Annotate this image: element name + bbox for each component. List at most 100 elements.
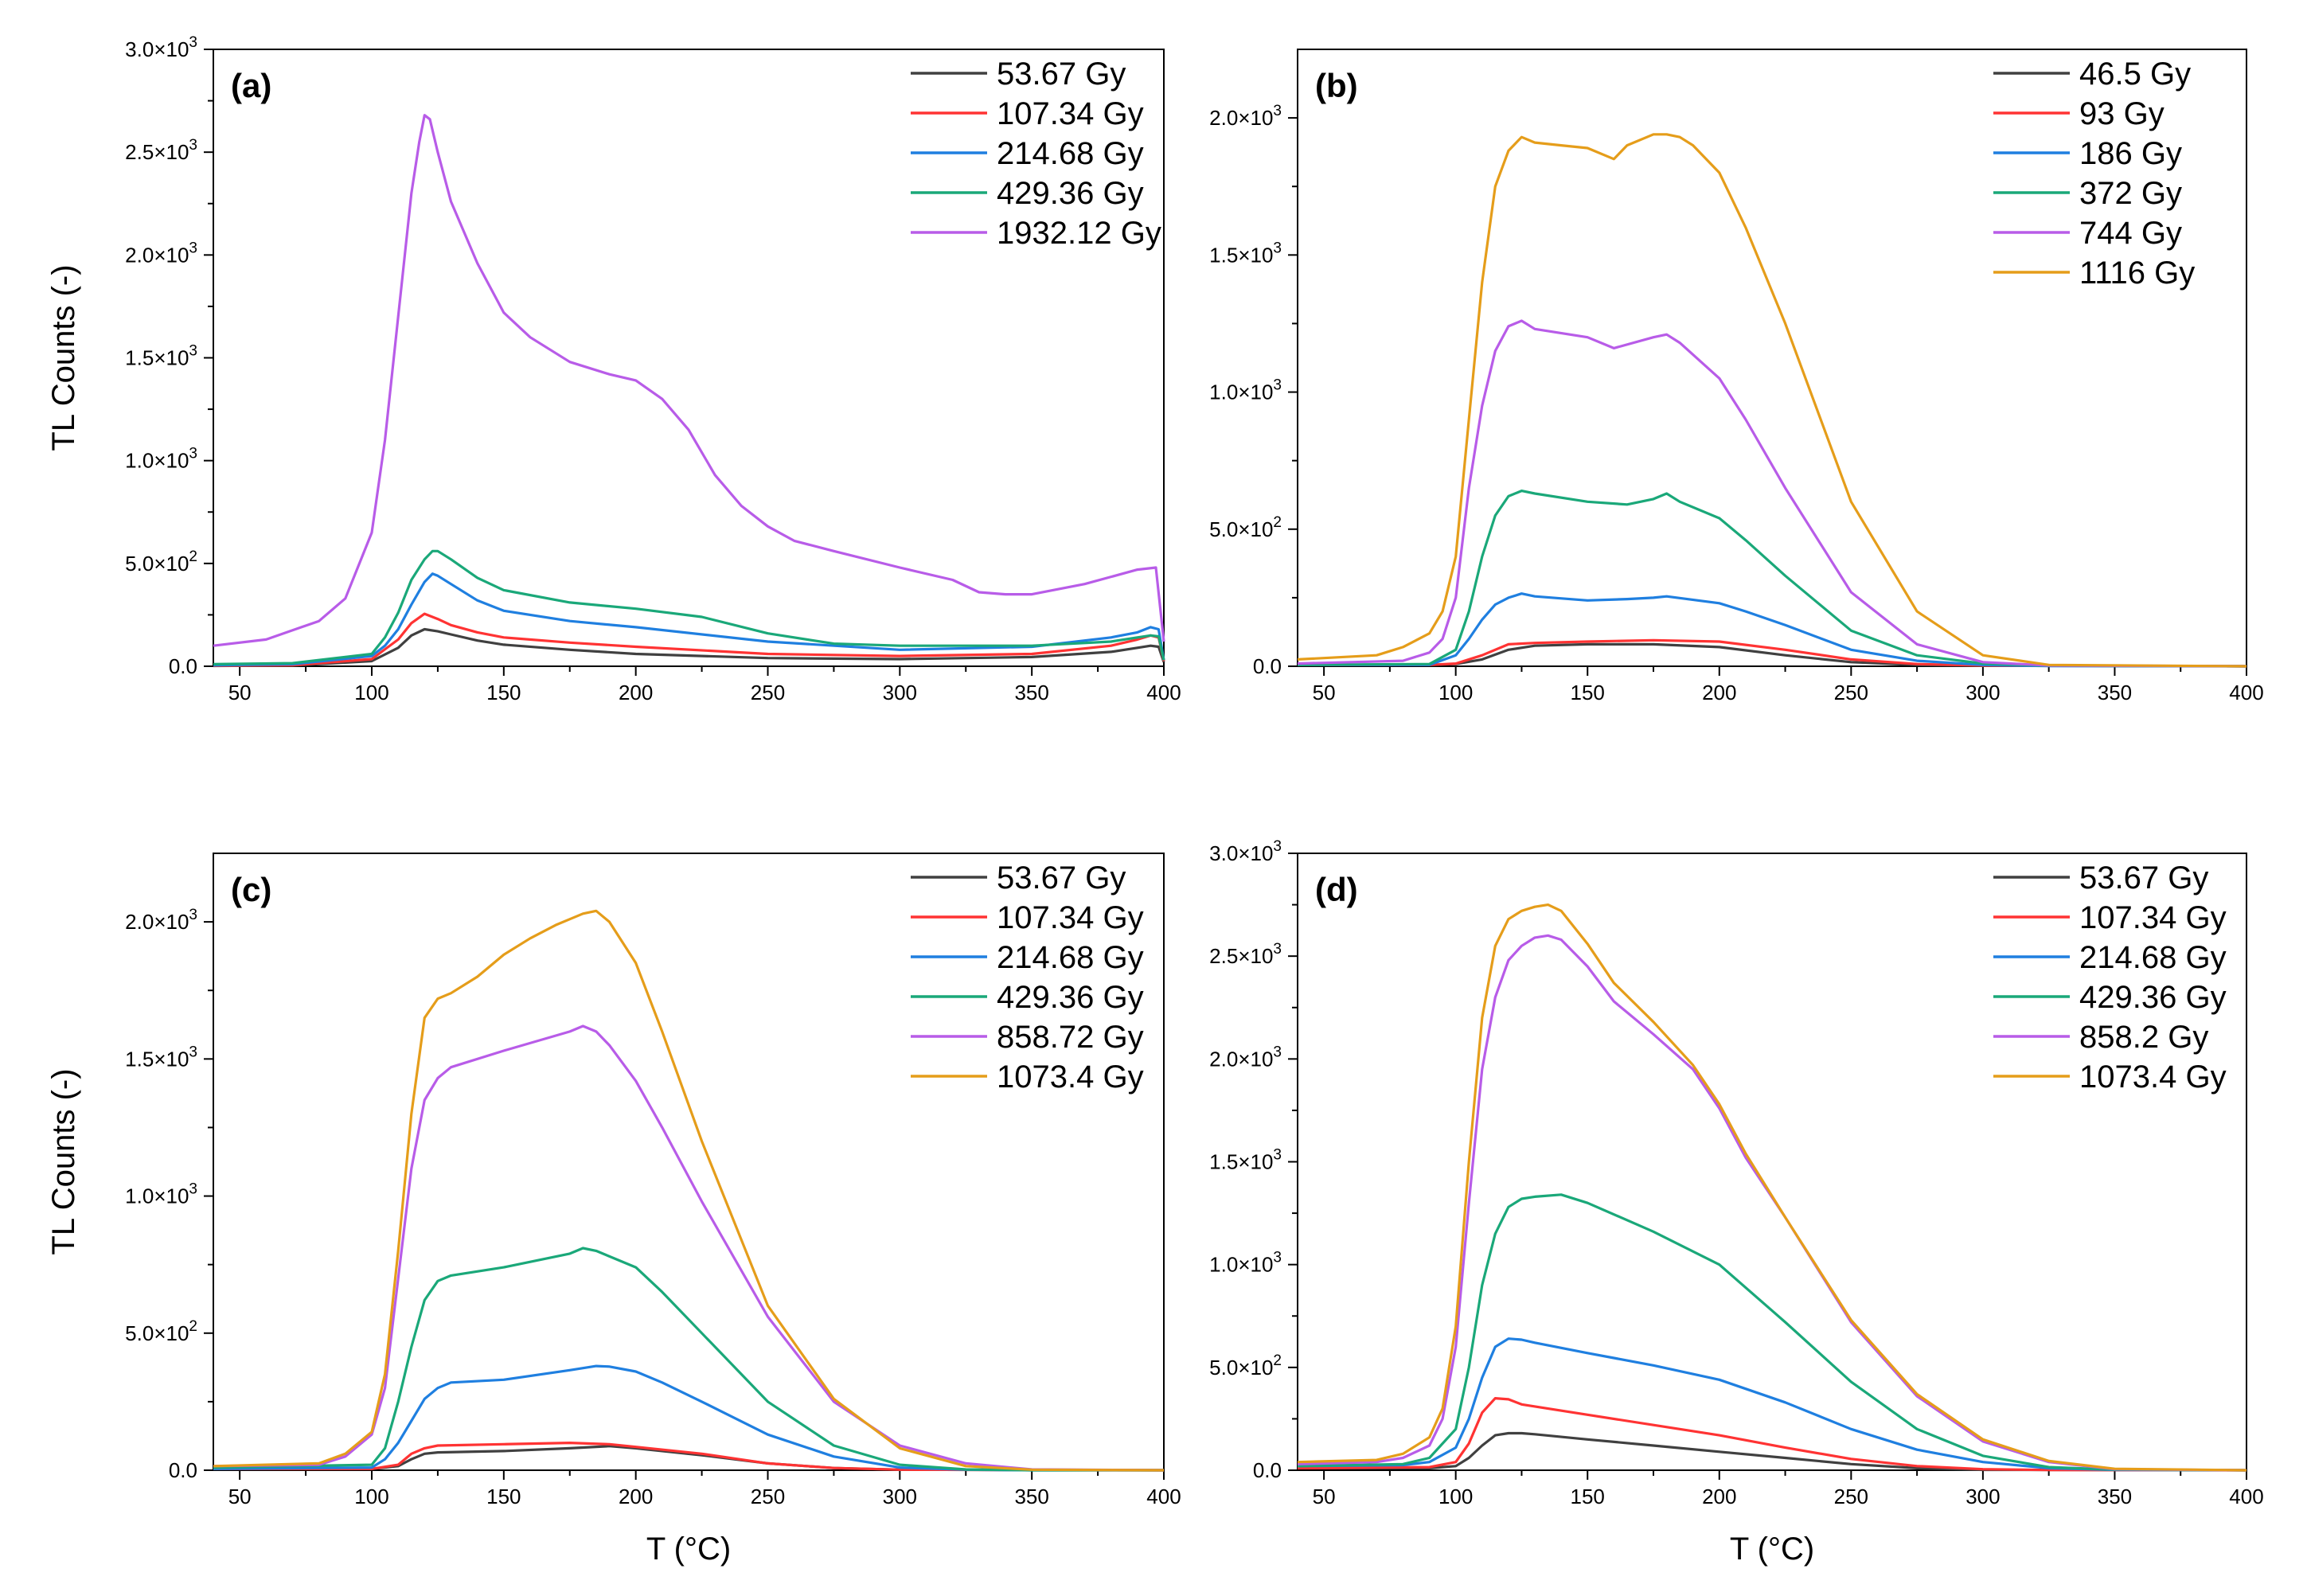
legend-label: 214.68 Gy [2079, 940, 2227, 975]
y-tick-exponent: 3 [189, 1044, 197, 1060]
panel-label: (d) [1315, 871, 1358, 908]
x-tick-label: 250 [1834, 1485, 1868, 1508]
panel-2: 50 100 150 200 250 300 350 4000.05.0×1021.0×103… [1209, 49, 2264, 704]
y-tick-label: 1.0×103 [125, 446, 197, 473]
series-line-107-34-gy [1297, 1396, 2247, 1472]
y-tick-exponent: 2 [1273, 1352, 1282, 1369]
series-line-93-gy [1298, 638, 2247, 668]
legend-label: 107.34 Gy [997, 96, 1144, 131]
x-tick-label: 100 [1438, 1485, 1473, 1508]
y-tick-exponent: 3 [1273, 941, 1282, 958]
y-tick-mantissa: 1.5×10 [125, 1047, 189, 1071]
y-tick-mantissa: 1.5×10 [1209, 243, 1273, 267]
panel-1: 50 100 150 200 250 300 350 4000.05.0×1021.0×103… [46, 34, 1181, 704]
y-tick-label: 2.0×103 [125, 240, 197, 267]
series-line-186-gy [1298, 592, 2247, 668]
y-tick-mantissa: 0.0 [1253, 654, 1282, 678]
x-tick-label: 50 [228, 1485, 252, 1508]
y-tick-label: 1.0×103 [1209, 1250, 1282, 1277]
series-line-1073-4-gy [1297, 903, 2247, 1472]
x-tick-label: 50 [228, 681, 252, 704]
y-tick-label: 1.5×103 [125, 343, 197, 370]
y-tick-exponent: 3 [189, 137, 197, 154]
legend-label: 46.5 Gy [2079, 57, 2191, 92]
x-tick-label: 350 [2098, 681, 2132, 704]
y-tick-mantissa: 2.5×10 [1209, 944, 1273, 968]
x-tick-label: 250 [751, 681, 785, 704]
x-tick-label: 400 [1146, 1485, 1181, 1508]
panel-label: (b) [1315, 67, 1358, 104]
y-tick-label: 1.5×103 [1209, 240, 1282, 267]
y-tick-mantissa: 1.5×10 [1209, 1150, 1273, 1174]
legend-label: 53.67 Gy [2079, 860, 2208, 896]
y-tick-mantissa: 5.0×10 [125, 1321, 189, 1345]
series-line-107-34-gy [213, 612, 1165, 667]
y-axis-title: TL Counts (-) [46, 1068, 81, 1255]
series-line-744-gy [1297, 319, 2247, 668]
y-tick-exponent: 2 [189, 1318, 197, 1335]
y-tick-exponent: 3 [189, 240, 197, 256]
y-tick-exponent: 3 [1273, 1147, 1282, 1164]
legend-label: 214.68 Gy [997, 136, 1144, 171]
series-line-107-34-gy [213, 1441, 1165, 1472]
x-tick-label: 50 [1313, 681, 1336, 704]
legend-label: 1116 Gy [2079, 256, 2195, 291]
x-tick-label: 150 [486, 681, 521, 704]
legend-label: 93 Gy [2079, 96, 2165, 131]
panel-3: 50 100 150 200 250 300 350 4000.05.0×1021.0×103… [46, 853, 1181, 1567]
y-axis-title: TL Counts (-) [46, 264, 81, 451]
series-line-1116-gy [1297, 133, 2247, 668]
y-tick-exponent: 3 [1273, 1250, 1282, 1266]
y-tick-label: 5.0×102 [125, 1318, 197, 1345]
legend-label: 858.72 Gy [997, 1020, 1144, 1055]
x-tick-label: 100 [354, 1485, 388, 1508]
y-tick-label: 0.0 [1253, 654, 1282, 678]
x-tick-label: 150 [486, 1485, 521, 1508]
y-tick-mantissa: 1.5×10 [125, 346, 189, 370]
legend-label: 214.68 Gy [997, 940, 1144, 975]
series-line-372-gy [1297, 489, 2247, 668]
y-tick-exponent: 3 [1273, 838, 1282, 855]
legend-label: 186 Gy [2079, 136, 2182, 171]
y-tick-label: 2.0×103 [125, 907, 197, 934]
x-tick-label: 100 [354, 681, 388, 704]
y-tick-label: 0.0 [169, 1458, 197, 1482]
y-tick-label: 0.0 [169, 654, 197, 678]
legend: 53.67 Gy 107.34 Gy 214.68 Gy 429.36 Gy 858.2… [1993, 860, 2227, 1095]
y-tick-label: 3.0×103 [1209, 838, 1282, 865]
x-tick-label: 250 [751, 1485, 785, 1508]
legend-label: 744 Gy [2079, 216, 2182, 251]
x-axis-title: T (°C) [646, 1532, 731, 1567]
plot-frame [213, 853, 1165, 1471]
y-tick-exponent: 2 [1273, 514, 1282, 531]
legend-label: 53.67 Gy [997, 860, 1126, 896]
y-tick-mantissa: 2.0×10 [125, 910, 189, 934]
x-tick-label: 400 [1146, 681, 1181, 704]
legend: 53.67 Gy 107.34 Gy 214.68 Gy 429.36 Gy 858.7… [911, 860, 1144, 1095]
series-line-429-36-gy [213, 549, 1165, 665]
y-tick-mantissa: 2.0×10 [1209, 106, 1273, 130]
series-line-53-67-gy [1298, 1431, 2247, 1472]
legend-label: 372 Gy [2079, 176, 2182, 211]
legend-label: 107.34 Gy [997, 900, 1144, 935]
y-tick-exponent: 3 [1273, 1044, 1282, 1060]
x-tick-label: 200 [1702, 681, 1736, 704]
legend-label: 53.67 Gy [997, 57, 1126, 92]
y-tick-mantissa: 1.0×10 [125, 449, 189, 473]
legend-label: 429.36 Gy [997, 980, 1144, 1015]
series-line-1932-12-gy [213, 114, 1165, 647]
x-tick-label: 50 [1313, 1485, 1336, 1508]
x-tick-label: 400 [2229, 1485, 2263, 1508]
y-tick-exponent: 3 [1273, 377, 1282, 394]
x-tick-label: 300 [883, 681, 917, 704]
y-tick-label: 3.0×103 [125, 34, 197, 61]
y-tick-mantissa: 3.0×10 [125, 37, 189, 61]
y-tick-label: 2.5×103 [125, 137, 197, 164]
y-tick-label: 1.5×103 [125, 1044, 197, 1071]
y-tick-label: 1.0×103 [1209, 377, 1282, 404]
y-tick-exponent: 2 [189, 548, 197, 565]
y-tick-mantissa: 0.0 [1253, 1458, 1282, 1482]
legend-label: 429.36 Gy [2079, 980, 2227, 1015]
legend-label: 107.34 Gy [2079, 900, 2227, 935]
panel-label: (c) [231, 871, 271, 908]
